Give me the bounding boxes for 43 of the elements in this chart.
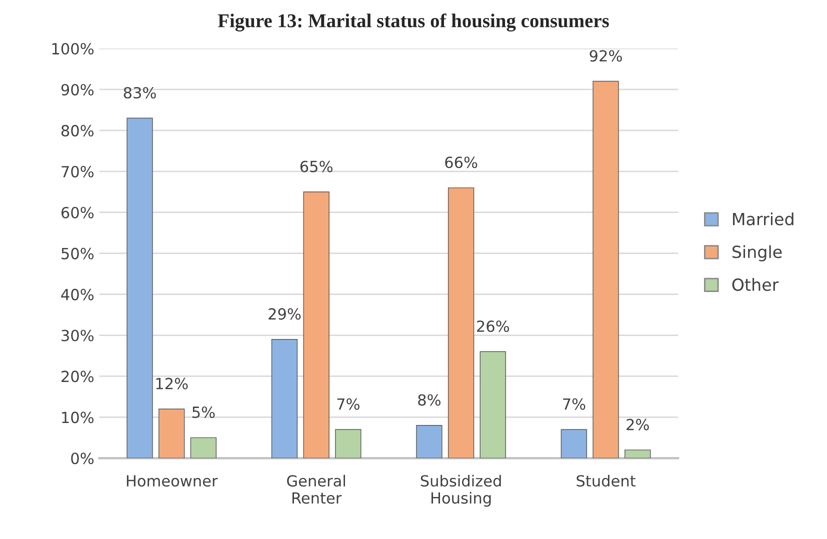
data-label: 5% [192, 406, 215, 418]
y-tick-label: 80% [61, 124, 94, 136]
x-tick-label: Homeowner [126, 475, 218, 487]
x-tick-label: General Renter [287, 474, 345, 504]
data-label: 7% [337, 398, 360, 410]
data-label: 2% [626, 418, 649, 430]
bar [416, 425, 442, 458]
y-tick-label: 70% [62, 166, 94, 178]
chart-title: Figure 13: Marital status of housing consumers [218, 13, 609, 32]
y-tick-label: 40% [61, 288, 94, 300]
y-tick-label: 100% [52, 42, 94, 55]
legend-label: Single [732, 245, 782, 262]
y-tick-label: 10% [62, 412, 94, 424]
y-tick-label: 20% [62, 370, 94, 382]
data-label: 29% [268, 308, 301, 320]
legend-label: Married [733, 212, 794, 226]
y-tick-label: 0% [71, 452, 94, 464]
data-label: 7% [563, 398, 586, 410]
data-label: 26% [477, 320, 510, 332]
y-tick-label: 60% [61, 206, 94, 218]
bar [560, 429, 588, 458]
x-tick-label: Student [576, 474, 636, 487]
y-tick-label: 50% [62, 248, 94, 260]
bar [592, 80, 619, 458]
data-label: 8% [418, 394, 440, 406]
legend-label: Other [732, 278, 779, 291]
bar [271, 339, 298, 458]
data-label: 66% [445, 156, 478, 168]
bar [158, 408, 185, 458]
bar [126, 118, 153, 458]
bar [303, 192, 330, 458]
data-label: 83% [124, 86, 156, 99]
data-label: 92% [590, 50, 622, 62]
bar [335, 429, 362, 458]
bar [480, 351, 506, 458]
x-tick-label: Subsidized Housing [420, 474, 501, 507]
bar [624, 450, 651, 458]
data-label: 65% [300, 160, 332, 172]
y-tick-label: 90% [61, 84, 94, 96]
y-tick-label: 30% [62, 330, 94, 342]
bar [190, 437, 217, 458]
data-label: 12% [156, 378, 188, 390]
bar [448, 187, 474, 458]
